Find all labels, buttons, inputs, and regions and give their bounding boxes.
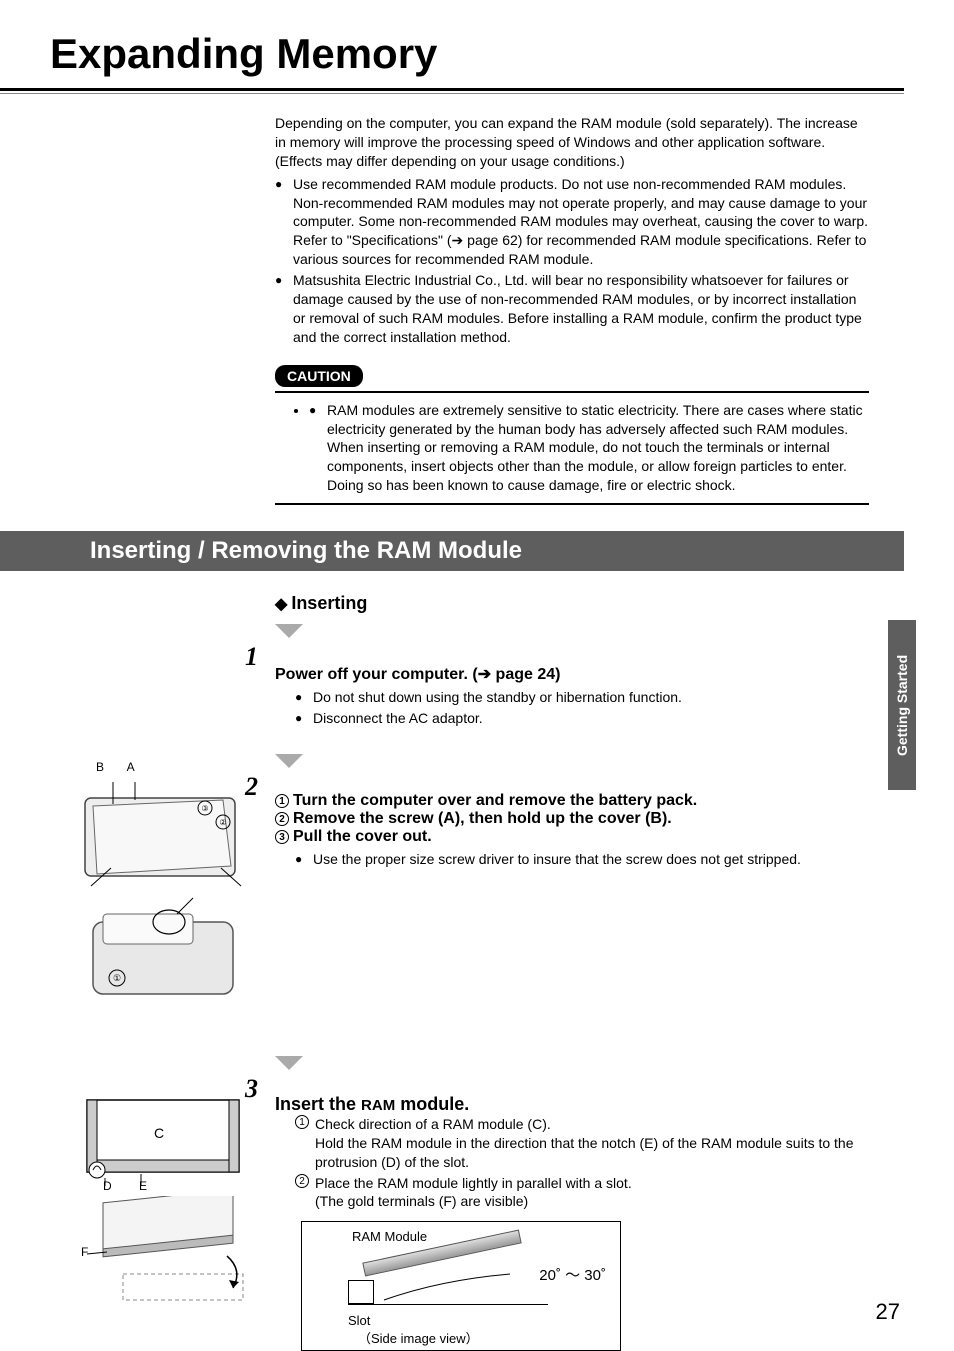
step-1-bullet-1: Do not shut down using the standby or hi… bbox=[295, 688, 869, 707]
title-rule-thin bbox=[0, 93, 904, 94]
step-2-bullets: Use the proper size screw driver to insu… bbox=[295, 850, 869, 869]
svg-text:①: ① bbox=[112, 973, 120, 983]
side-tab-getting-started: Getting Started bbox=[888, 620, 916, 790]
illustration-step3-insert: F bbox=[73, 1196, 253, 1316]
step-2-line-2: 2Remove the screw (A), then hold up the … bbox=[275, 810, 869, 828]
diagram-view-label: （Side image view） bbox=[358, 1330, 479, 1348]
intro-paragraph: Depending on the computer, you can expan… bbox=[275, 114, 869, 171]
caution-box: CAUTION RAM modules are extremely sensit… bbox=[275, 365, 869, 505]
svg-text:②: ② bbox=[219, 818, 226, 827]
diagram-angle: 20˚ ～ 30˚ bbox=[539, 1266, 606, 1286]
title-rule-thick bbox=[0, 88, 904, 91]
caution-body: RAM modules are extremely sensitive to s… bbox=[275, 393, 869, 503]
step-3-substeps: 1 Check direction of a RAM module (C). H… bbox=[295, 1115, 869, 1211]
svg-text:E: E bbox=[139, 1179, 147, 1192]
illustration-step3-slot: C D E bbox=[73, 1092, 253, 1192]
triangle-marker bbox=[275, 754, 303, 768]
diamond-icon: ◆ bbox=[275, 596, 287, 613]
diagram-angle-arc bbox=[380, 1270, 520, 1310]
page-title: Expanding Memory bbox=[0, 0, 954, 88]
triangle-marker bbox=[275, 624, 303, 638]
svg-text:F: F bbox=[81, 1245, 88, 1259]
page-number: 27 bbox=[876, 1299, 900, 1325]
step-3-heading: Insert the RAM module. bbox=[275, 1076, 869, 1115]
step-3-sub-1a: Check direction of a RAM module (C). bbox=[315, 1115, 869, 1134]
illustration-step2-top: ③ ② bbox=[73, 778, 253, 888]
step-2: B A ③ ② ① 2 1Turn the computer over and … bbox=[0, 754, 869, 1016]
intro-block: Depending on the computer, you can expan… bbox=[275, 114, 869, 347]
subheading-inserting: ◆Inserting bbox=[275, 593, 954, 614]
section-bar: Inserting / Removing the RAM Module bbox=[0, 531, 904, 571]
step-3-sub-1b: Hold the RAM module in the direction tha… bbox=[315, 1134, 869, 1172]
step-3-sub-1: 1 Check direction of a RAM module (C). H… bbox=[295, 1115, 869, 1172]
step-1-bullets: Do not shut down using the standby or hi… bbox=[295, 688, 869, 728]
step-1: 1 Power off your computer. (➔ page 24) D… bbox=[0, 624, 869, 730]
diagram-slot-label: Slot bbox=[348, 1312, 370, 1330]
step-3-sub-2b: (The gold terminals (F) are visible) bbox=[315, 1192, 632, 1211]
step-1-heading: Power off your computer. (➔ page 24) bbox=[275, 644, 869, 684]
step-number-2: 2 bbox=[245, 772, 258, 802]
diagram-ram-label: RAM Module bbox=[352, 1228, 427, 1246]
step-2-line-3: 3Pull the cover out. bbox=[275, 828, 869, 846]
illustration-step2-bottom: ① bbox=[73, 892, 253, 1012]
intro-bullet-1: Use recommended RAM module products. Do … bbox=[275, 175, 869, 269]
step-1-bullet-2: Disconnect the AC adaptor. bbox=[295, 709, 869, 728]
svg-text:C: C bbox=[153, 1125, 163, 1141]
svg-text:③: ③ bbox=[201, 804, 208, 813]
intro-bullets: Use recommended RAM module products. Do … bbox=[275, 175, 869, 347]
fig-2a-labels: B A bbox=[70, 760, 255, 774]
step-2-line-1: 1Turn the computer over and remove the b… bbox=[275, 792, 869, 810]
caution-text: RAM modules are extremely sensitive to s… bbox=[309, 401, 869, 495]
step-3: C D E F 3 Insert the RAM module. 1 bbox=[0, 1056, 869, 1351]
step-3-sub-2: 2 Place the RAM module lightly in parall… bbox=[295, 1174, 869, 1212]
step-2-bullet-1: Use the proper size screw driver to insu… bbox=[295, 850, 869, 869]
step-3-sub-2a: Place the RAM module lightly in parallel… bbox=[315, 1174, 632, 1193]
step-number-3: 3 bbox=[245, 1074, 258, 1104]
caution-label: CAUTION bbox=[275, 365, 363, 387]
subheading-text: Inserting bbox=[291, 593, 367, 613]
svg-text:D: D bbox=[103, 1179, 112, 1192]
ram-angle-diagram: RAM Module 20˚ ～ 30˚ Slot （Side image vi… bbox=[301, 1221, 621, 1351]
intro-bullet-2: Matsushita Electric Industrial Co., Ltd.… bbox=[275, 271, 869, 347]
step-number-1: 1 bbox=[245, 642, 258, 672]
diagram-slot-base bbox=[348, 1280, 374, 1304]
triangle-marker bbox=[275, 1056, 303, 1070]
caution-rule-bottom bbox=[275, 503, 869, 505]
